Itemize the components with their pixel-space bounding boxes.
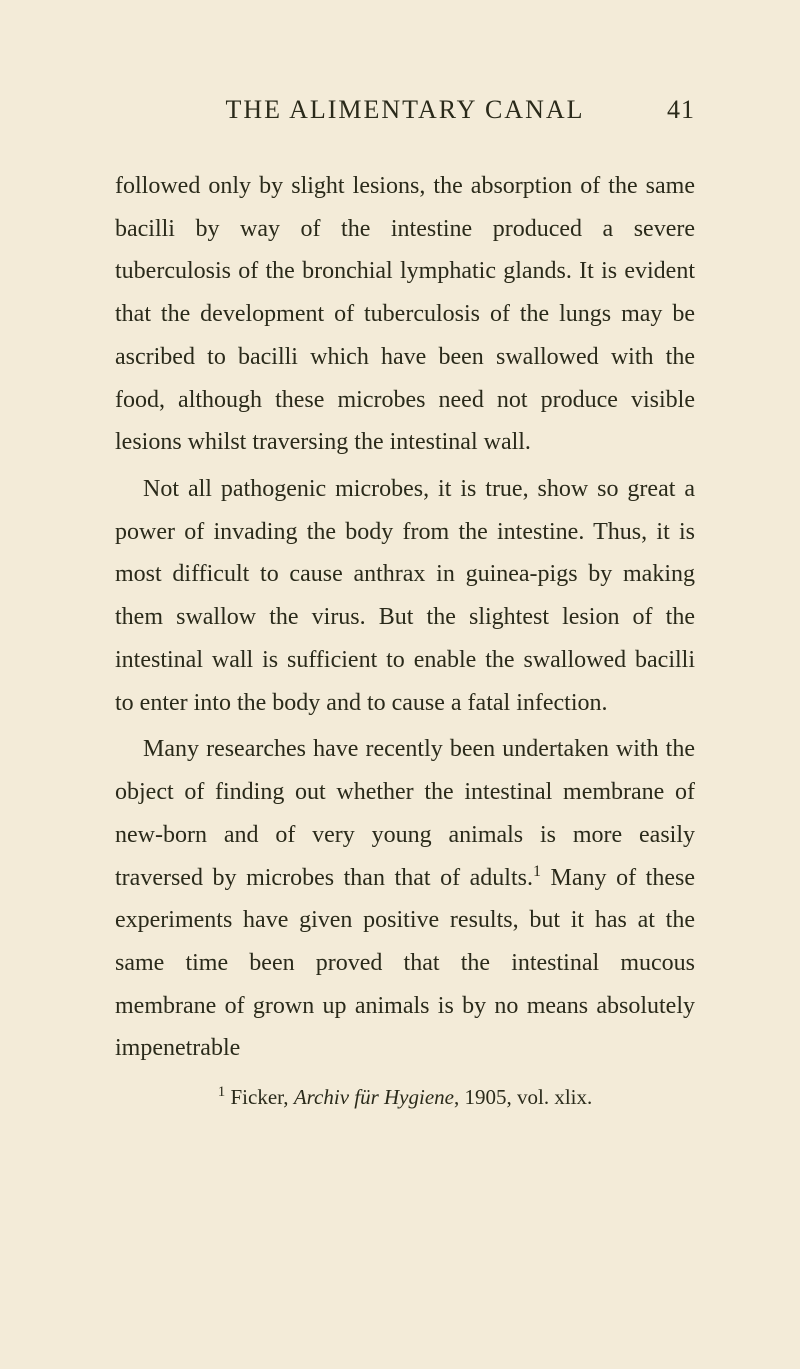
header-title: THE ALIMENTARY CANAL (115, 95, 645, 125)
paragraph-2: Not all pathogenic microbes, it is true,… (115, 468, 695, 724)
footnote-marker: 1 (533, 863, 541, 880)
paragraph-3: Many researches have recently been under… (115, 728, 695, 1070)
footnote-italic: Archiv für Hygiene (294, 1085, 454, 1109)
footnote-rest: , 1905, vol. xlix. (454, 1085, 592, 1109)
body-text: followed only by slight lesions, the abs… (115, 165, 695, 1070)
page-header: THE ALIMENTARY CANAL 41 (115, 95, 695, 125)
paragraph-1: followed only by slight lesions, the abs… (115, 165, 695, 464)
footnote-author: Ficker, (225, 1085, 294, 1109)
page-number: 41 (645, 95, 695, 125)
p3-part2: Many of these experiments have given pos… (115, 865, 695, 1062)
footnote: 1 Ficker, Archiv für Hygiene, 1905, vol.… (115, 1084, 695, 1110)
